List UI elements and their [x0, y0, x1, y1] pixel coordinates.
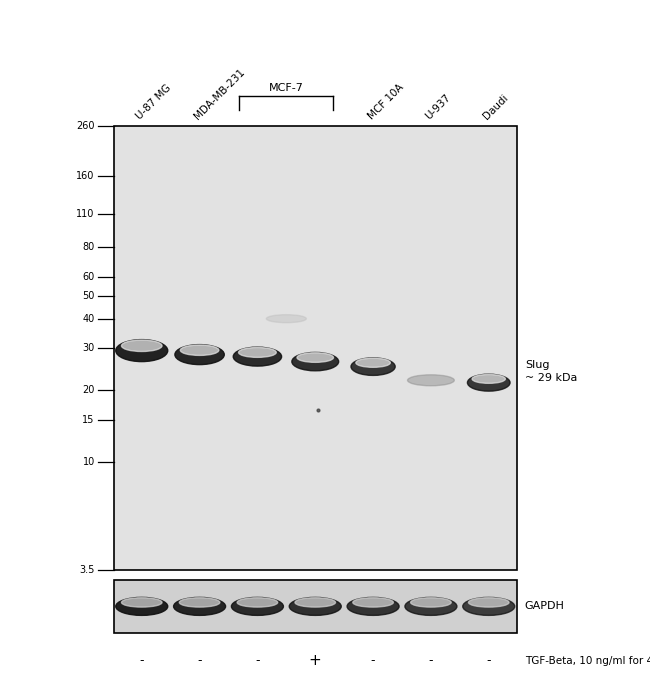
- Text: 80: 80: [83, 243, 95, 252]
- Text: 110: 110: [76, 210, 95, 219]
- Ellipse shape: [116, 598, 168, 615]
- Text: -: -: [140, 654, 144, 667]
- Ellipse shape: [122, 340, 162, 352]
- Ellipse shape: [266, 315, 306, 323]
- Text: 60: 60: [83, 272, 95, 282]
- Text: U-937: U-937: [424, 93, 453, 122]
- Ellipse shape: [239, 347, 276, 357]
- Ellipse shape: [463, 598, 515, 615]
- Text: 160: 160: [76, 171, 95, 181]
- Text: 15: 15: [83, 415, 95, 425]
- Text: +: +: [309, 653, 322, 668]
- Text: TGF-Beta, 10 ng/ml for 4 days: TGF-Beta, 10 ng/ml for 4 days: [525, 656, 650, 665]
- Ellipse shape: [469, 598, 509, 607]
- Text: -: -: [371, 654, 375, 667]
- Ellipse shape: [179, 598, 220, 607]
- Ellipse shape: [472, 375, 506, 383]
- Text: MCF 10A: MCF 10A: [366, 82, 406, 122]
- Bar: [114, 126, 517, 570]
- Ellipse shape: [353, 598, 393, 607]
- Ellipse shape: [297, 353, 333, 362]
- Text: Daudi: Daudi: [482, 93, 510, 122]
- Ellipse shape: [237, 598, 278, 607]
- Ellipse shape: [405, 598, 457, 615]
- Text: GAPDH: GAPDH: [525, 601, 565, 612]
- Ellipse shape: [356, 358, 390, 367]
- Ellipse shape: [292, 352, 339, 370]
- Text: -: -: [198, 654, 202, 667]
- Ellipse shape: [351, 358, 395, 375]
- Ellipse shape: [231, 598, 283, 615]
- Text: MDA-MB-231: MDA-MB-231: [192, 67, 247, 122]
- Ellipse shape: [295, 598, 335, 607]
- Bar: [114, 580, 517, 633]
- Text: MCF-7: MCF-7: [269, 82, 304, 93]
- Ellipse shape: [174, 598, 226, 615]
- Text: 260: 260: [76, 121, 95, 131]
- Text: Slug
~ 29 kDa: Slug ~ 29 kDa: [525, 360, 577, 383]
- Ellipse shape: [180, 345, 219, 355]
- Ellipse shape: [467, 374, 510, 391]
- Text: 20: 20: [83, 385, 95, 395]
- Text: 50: 50: [83, 291, 95, 301]
- Ellipse shape: [175, 345, 224, 365]
- Ellipse shape: [122, 598, 162, 607]
- Text: -: -: [486, 654, 491, 667]
- Text: 10: 10: [83, 456, 95, 466]
- Ellipse shape: [289, 598, 341, 615]
- Ellipse shape: [411, 598, 451, 607]
- Text: 30: 30: [83, 343, 95, 353]
- Text: -: -: [428, 654, 433, 667]
- Text: 40: 40: [83, 314, 95, 324]
- Text: 3.5: 3.5: [79, 565, 95, 575]
- Text: -: -: [255, 654, 259, 667]
- Text: U-87 MG: U-87 MG: [135, 83, 174, 122]
- Ellipse shape: [116, 340, 168, 361]
- Ellipse shape: [233, 347, 281, 366]
- Ellipse shape: [347, 598, 399, 615]
- Ellipse shape: [408, 375, 454, 386]
